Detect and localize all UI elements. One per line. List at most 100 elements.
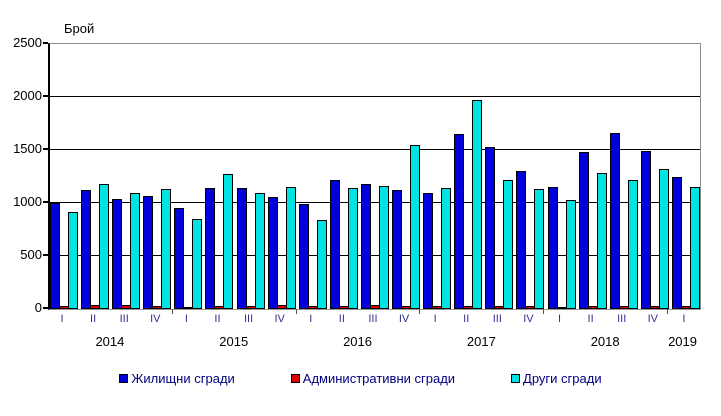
bar-group-6 (205, 174, 234, 309)
year-boundary-tick (419, 309, 421, 314)
y-tick-label-1500: 1500 (13, 141, 42, 156)
bar-other-buildings (192, 219, 203, 309)
bar-residential-buildings (360, 184, 371, 309)
y-tick-mark-500 (43, 254, 48, 256)
legend: Жилищни сгради Административни сгради Др… (0, 371, 721, 386)
bar-residential-buildings (81, 190, 92, 309)
x-axis-quarter-labels: I II III IV I II III IV I II III IV I II III IV I II III IV… (48, 313, 698, 325)
bar-residential-buildings (267, 197, 278, 309)
administrative-swatch-icon (290, 374, 300, 383)
legend-item-administrative: Административни сгради (290, 371, 456, 386)
bar-other-buildings (441, 188, 452, 309)
bar-residential-buildings (112, 199, 123, 309)
year-boundary-tick (295, 309, 297, 314)
bar-group-21 (671, 177, 700, 309)
bar-other-buildings (658, 169, 669, 309)
quarter-label-6: II (214, 313, 221, 325)
bar-group-18 (578, 152, 607, 309)
bar-group-19 (609, 133, 638, 309)
bar-other-buildings (596, 173, 607, 309)
y-tick-label-2000: 2000 (13, 88, 42, 103)
bar-other-buildings (472, 100, 483, 309)
bar-other-buildings (627, 180, 638, 309)
bar-residential-buildings (174, 208, 185, 309)
bar-residential-buildings (671, 177, 682, 309)
bar-other-buildings (161, 189, 172, 309)
bar-residential-buildings (454, 134, 465, 309)
bar-group-3 (112, 193, 141, 309)
bar-group-5 (174, 208, 203, 309)
bar-group-2 (81, 184, 110, 309)
bar-residential-buildings (578, 152, 589, 309)
gridline-500 (50, 255, 700, 256)
bar-group-14 (454, 100, 483, 309)
year-label-2015: 2015 (219, 334, 249, 349)
bar-residential-buildings (640, 151, 651, 309)
quarter-label-15: III (492, 313, 502, 325)
bar-other-buildings (347, 188, 358, 309)
bar-other-buildings (410, 145, 421, 309)
bar-other-buildings (223, 174, 234, 309)
gridline-1000 (50, 202, 700, 203)
quarter-label-17: I (557, 313, 562, 325)
bar-group-4 (143, 189, 172, 309)
bar-other-buildings (378, 186, 389, 309)
bar-groups (50, 44, 700, 309)
other-swatch-icon (511, 374, 521, 383)
bar-group-15 (485, 147, 514, 309)
bar-other-buildings (534, 189, 545, 309)
gridline-2000 (50, 96, 700, 97)
bar-other-buildings (503, 180, 514, 309)
year-label-2014: 2014 (95, 334, 125, 349)
bar-other-buildings (130, 193, 141, 309)
quarter-label-18: II (587, 313, 594, 325)
year-label-2017: 2017 (466, 334, 496, 349)
year-label-2019: 2019 (668, 334, 697, 349)
y-axis-title: Брой (64, 21, 95, 36)
residential-swatch-icon (119, 374, 129, 383)
quarter-label-12: IV (398, 313, 410, 325)
quarter-label-16: IV (523, 313, 534, 325)
bar-other-buildings (565, 200, 576, 309)
quarter-label-8: IV (274, 313, 285, 325)
y-tick-mark-1500 (43, 148, 48, 150)
y-tick-label-2500: 2500 (13, 35, 42, 50)
quarter-label-2: II (90, 313, 97, 325)
bar-group-10 (329, 180, 358, 309)
year-boundary-tick (667, 309, 669, 314)
legend-item-other: Други сгради (511, 371, 602, 386)
bar-residential-buildings (485, 147, 496, 309)
quarter-label-5: I (184, 313, 188, 325)
bar-group-8 (267, 187, 296, 309)
quarter-label-3: III (119, 313, 129, 325)
quarter-label-10: II (338, 313, 345, 325)
quarter-label-13: I (433, 313, 437, 325)
bar-group-9 (298, 204, 327, 309)
quarter-label-7: III (243, 313, 254, 325)
quarter-label-1: I (60, 313, 64, 325)
legend-label-administrative: Административни сгради (302, 371, 456, 386)
x-axis-year-labels: 2014 2015 2016 2017 2018 2019 (48, 334, 698, 349)
bar-other-buildings (254, 193, 265, 309)
quarter-label-19: III (617, 313, 627, 325)
bar-other-buildings (285, 187, 296, 309)
y-tick-mark-1000 (43, 201, 48, 203)
bar-residential-buildings (50, 203, 60, 309)
bar-residential-buildings (392, 190, 403, 309)
bar-group-13 (423, 188, 452, 309)
quarter-label-20: IV (647, 313, 658, 325)
quarter-label-9: I (309, 313, 313, 325)
gridline-1500 (50, 149, 700, 150)
quarter-label-4: IV (150, 313, 161, 325)
bar-residential-buildings (143, 196, 154, 309)
bar-residential-buildings (205, 188, 216, 309)
year-boundary-tick (171, 309, 173, 314)
year-boundary-tick (543, 309, 545, 314)
quarter-label-21: I (682, 313, 686, 325)
plot-area (48, 43, 701, 310)
bar-residential-buildings (547, 187, 558, 309)
bar-residential-buildings (516, 171, 527, 309)
bar-group-12 (392, 145, 421, 309)
legend-label-other: Други сгради (523, 371, 602, 386)
